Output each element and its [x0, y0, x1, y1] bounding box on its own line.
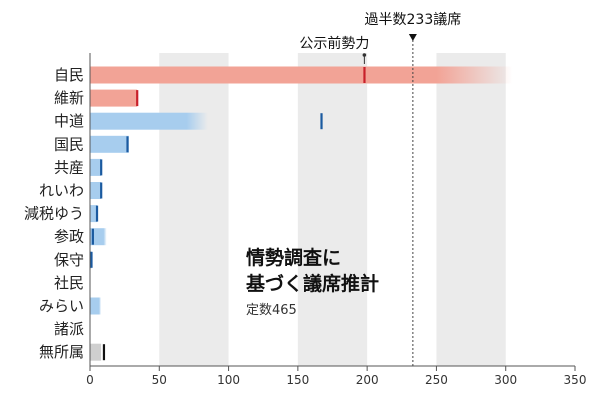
category-label: 自民 — [54, 66, 84, 84]
bar-range — [90, 158, 102, 176]
prior-marker — [100, 182, 103, 199]
bar-range — [90, 343, 102, 361]
chart-subtitle: 定数465 — [246, 303, 297, 318]
x-tick-label: 150 — [286, 373, 309, 387]
grid-band — [297, 53, 368, 366]
x-tick-label: 200 — [356, 373, 379, 387]
category-label: 参政 — [54, 228, 84, 246]
grid-bands — [159, 53, 506, 366]
bar-range — [90, 135, 129, 153]
category-label: れいわ — [39, 182, 84, 200]
prior-marker — [126, 136, 129, 153]
chart-title: 情勢調査に — [246, 246, 341, 269]
category-label: 諸派 — [54, 320, 84, 338]
category-label: みらい — [39, 297, 84, 315]
category-label: 維新 — [54, 89, 84, 107]
prior-marker — [95, 205, 99, 222]
bar-range — [90, 205, 97, 223]
majority-label: 過半数233議席 — [365, 11, 462, 28]
grid-band — [436, 53, 506, 366]
category-label: 無所属 — [39, 343, 84, 361]
bar-layer — [90, 66, 513, 361]
category-label: 減税ゆう — [24, 205, 84, 223]
prior-strength-label: 公示前勢力 — [299, 35, 369, 52]
category-label: 保守 — [54, 251, 84, 269]
bar-range — [90, 228, 107, 246]
x-tick-label: 250 — [425, 373, 448, 387]
chart-title-line2: 基づく議席推計 — [245, 272, 379, 295]
prior-marker — [102, 344, 106, 361]
bar-range — [90, 182, 102, 199]
x-tick-label: 100 — [217, 373, 240, 387]
x-tick-label: 0 — [86, 373, 94, 387]
prior-seat-markers — [90, 67, 366, 361]
x-tick-label: 300 — [494, 373, 517, 387]
grid-band — [159, 53, 229, 366]
bar-range — [90, 66, 513, 84]
bar-range — [90, 89, 138, 107]
x-axis: 0 50 100 150 200 250 300 350 — [86, 53, 586, 387]
prior-marker — [136, 90, 139, 107]
prior-marker — [320, 113, 323, 130]
prior-marker — [363, 67, 366, 83]
x-tick-label: 50 — [152, 373, 167, 387]
prior-marker — [90, 251, 93, 268]
bar-range — [90, 297, 102, 315]
x-tick-label: 350 — [564, 373, 587, 387]
category-label: 国民 — [54, 135, 84, 153]
category-label: 共産 — [54, 158, 84, 176]
prior-strength-dot — [362, 53, 367, 57]
category-label: 中道 — [54, 112, 84, 130]
prior-marker — [91, 228, 94, 245]
prior-marker — [100, 159, 103, 176]
majority-arrow-icon — [408, 34, 417, 41]
category-label: 社民 — [54, 274, 84, 292]
bar-range — [90, 112, 208, 130]
